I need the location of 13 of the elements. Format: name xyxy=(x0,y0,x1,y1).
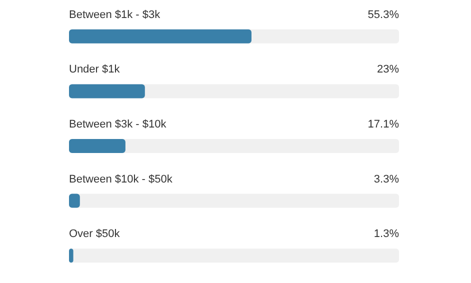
y-tick-label: Between $3k - $10k xyxy=(69,118,167,130)
bar xyxy=(69,194,80,208)
y-tick-label: Under $1k xyxy=(69,64,120,76)
y-tick-label: Between $1k - $3k xyxy=(69,8,161,21)
data-label: 55.3% xyxy=(368,8,400,21)
y-tick-label: Between $10k - $50k xyxy=(69,173,173,186)
data-label: 3.3% xyxy=(374,173,400,186)
data-label: 1.3% xyxy=(374,228,400,240)
data-label: 23% xyxy=(376,64,400,76)
data-label: 17.1% xyxy=(368,118,400,130)
bar xyxy=(69,84,145,98)
y-tick-label: Over $50k xyxy=(69,228,120,240)
bar xyxy=(69,139,126,153)
